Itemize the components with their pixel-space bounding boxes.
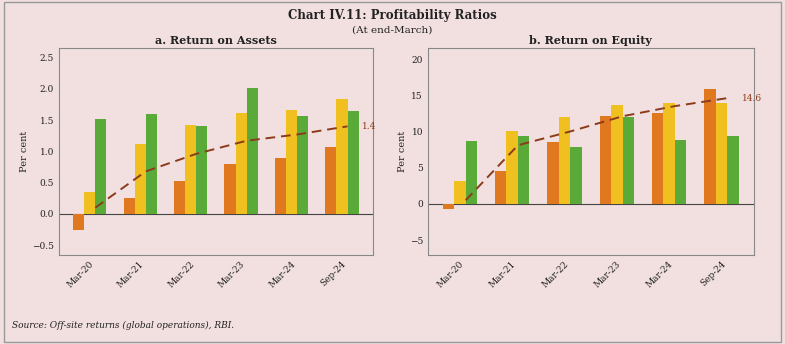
Bar: [704, 89, 716, 204]
Bar: [123, 198, 135, 214]
Bar: [663, 103, 675, 204]
Bar: [600, 116, 611, 204]
Bar: [84, 192, 95, 214]
Bar: [611, 105, 623, 204]
Bar: [196, 126, 207, 214]
Text: 14.6: 14.6: [742, 94, 762, 103]
Bar: [236, 113, 246, 214]
Bar: [652, 113, 663, 204]
Text: 1.4: 1.4: [362, 122, 376, 131]
Bar: [495, 171, 506, 204]
Bar: [727, 136, 739, 204]
Bar: [185, 125, 196, 214]
Title: b. Return on Equity: b. Return on Equity: [529, 35, 652, 46]
Bar: [95, 119, 107, 214]
Bar: [623, 117, 634, 204]
Bar: [559, 117, 571, 204]
Bar: [325, 147, 337, 214]
Bar: [73, 214, 84, 229]
Bar: [174, 181, 185, 214]
Bar: [455, 181, 466, 204]
Bar: [297, 116, 309, 214]
Text: (At end-March): (At end-March): [352, 26, 433, 35]
Bar: [286, 110, 297, 214]
Bar: [337, 99, 348, 214]
Bar: [518, 136, 530, 204]
Bar: [506, 131, 518, 204]
Bar: [146, 114, 157, 214]
Title: a. Return on Assets: a. Return on Assets: [155, 35, 277, 46]
Bar: [571, 147, 582, 204]
Bar: [348, 111, 359, 214]
Bar: [135, 144, 146, 214]
Text: Chart IV.11: Profitability Ratios: Chart IV.11: Profitability Ratios: [288, 9, 497, 22]
Text: Source: Off-site returns (global operations), RBI.: Source: Off-site returns (global operati…: [12, 321, 234, 330]
Bar: [225, 164, 236, 214]
Bar: [675, 140, 686, 204]
Y-axis label: Per cent: Per cent: [398, 131, 407, 172]
Bar: [466, 141, 477, 204]
Bar: [275, 158, 286, 214]
Y-axis label: Per cent: Per cent: [20, 131, 29, 172]
Bar: [547, 142, 559, 204]
Bar: [716, 103, 727, 204]
Bar: [246, 88, 257, 214]
Bar: [443, 204, 455, 209]
